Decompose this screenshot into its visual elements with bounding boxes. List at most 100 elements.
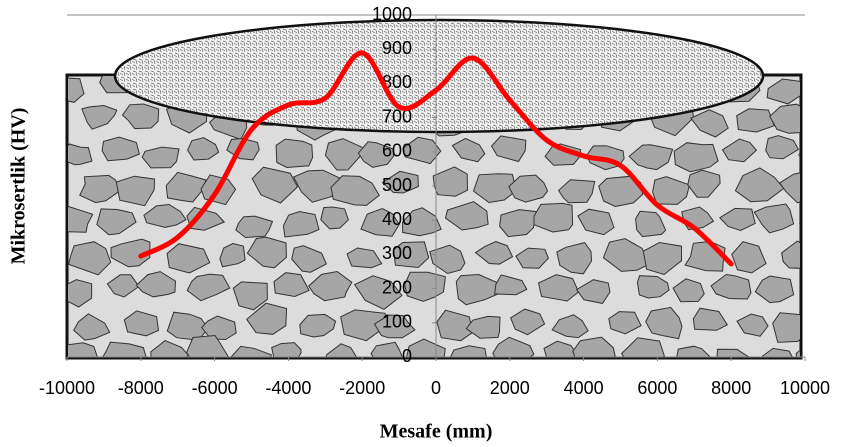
grain bbox=[636, 275, 670, 299]
grain bbox=[370, 341, 403, 357]
x-tick-label: 4000 bbox=[564, 378, 604, 398]
grain bbox=[490, 135, 527, 163]
grain bbox=[807, 72, 842, 100]
grain bbox=[219, 242, 246, 268]
x-tick-label: 8000 bbox=[711, 378, 751, 398]
grain bbox=[392, 241, 430, 269]
grain bbox=[373, 314, 416, 339]
grain bbox=[645, 306, 683, 340]
grain bbox=[515, 247, 549, 269]
x-tick-label: -4000 bbox=[265, 378, 311, 398]
grain bbox=[736, 313, 769, 337]
grain bbox=[822, 312, 842, 337]
grain bbox=[330, 175, 380, 206]
grain bbox=[230, 345, 272, 357]
grain bbox=[429, 244, 466, 275]
grain bbox=[772, 312, 800, 343]
grain bbox=[360, 207, 400, 237]
y-axis-label: Mikrosertlik (HV) bbox=[8, 108, 30, 265]
grain bbox=[556, 242, 593, 275]
y-tick-label: 1000 bbox=[372, 4, 412, 24]
grain bbox=[246, 236, 287, 269]
grain bbox=[731, 241, 767, 274]
grain bbox=[308, 270, 353, 302]
microstructure-image bbox=[65, 18, 842, 360]
grain bbox=[292, 169, 340, 203]
grain bbox=[494, 274, 528, 296]
grain bbox=[602, 238, 651, 272]
grain bbox=[572, 336, 616, 357]
grain bbox=[402, 136, 442, 165]
grain bbox=[754, 275, 795, 304]
grain bbox=[620, 337, 665, 357]
grain bbox=[736, 108, 775, 133]
y-tick-label: 800 bbox=[382, 72, 412, 92]
grain bbox=[432, 166, 469, 197]
grain bbox=[455, 273, 504, 306]
grain bbox=[96, 208, 137, 236]
y-tick-label: 500 bbox=[382, 175, 412, 195]
grain bbox=[798, 153, 800, 158]
x-tick-label: 10000 bbox=[780, 378, 830, 398]
grain bbox=[101, 136, 140, 162]
grain bbox=[246, 302, 288, 335]
grain bbox=[721, 138, 758, 163]
grain bbox=[734, 167, 785, 203]
grain bbox=[186, 273, 231, 302]
grain bbox=[79, 174, 122, 204]
grain bbox=[68, 342, 98, 357]
grain bbox=[781, 240, 800, 269]
y-tick-label: 0 bbox=[402, 346, 412, 366]
grain bbox=[404, 271, 446, 302]
y-tick-label: 900 bbox=[382, 38, 412, 58]
grain bbox=[436, 309, 474, 342]
grain bbox=[472, 173, 517, 204]
grain bbox=[299, 313, 337, 338]
grain bbox=[325, 343, 358, 357]
grain bbox=[291, 245, 327, 273]
grain bbox=[68, 205, 94, 233]
grain bbox=[165, 171, 207, 203]
grain bbox=[251, 166, 299, 204]
grain bbox=[68, 279, 93, 308]
y-tick-label: 200 bbox=[382, 277, 412, 297]
grain bbox=[273, 272, 310, 298]
grain bbox=[828, 180, 842, 204]
grain bbox=[826, 236, 842, 263]
grain bbox=[537, 274, 580, 302]
grain bbox=[474, 241, 514, 265]
grain bbox=[201, 315, 237, 341]
x-tick-label: 2000 bbox=[490, 378, 530, 398]
grain bbox=[716, 348, 750, 357]
grain bbox=[135, 271, 177, 298]
grain bbox=[551, 314, 589, 339]
grain bbox=[676, 345, 711, 357]
weld-zone bbox=[113, 18, 765, 134]
grain bbox=[68, 143, 93, 166]
grain bbox=[809, 275, 842, 296]
grain bbox=[186, 206, 226, 231]
grain bbox=[575, 279, 611, 304]
x-tick-label: -2000 bbox=[339, 378, 385, 398]
grain bbox=[778, 172, 800, 204]
grain bbox=[652, 176, 691, 205]
y-tick-label: 400 bbox=[382, 209, 412, 229]
x-tick-label: -6000 bbox=[192, 378, 238, 398]
grain bbox=[769, 103, 800, 134]
grain bbox=[186, 334, 230, 357]
grain bbox=[150, 340, 190, 357]
grain bbox=[401, 207, 442, 237]
grain bbox=[608, 311, 642, 335]
grain bbox=[690, 109, 729, 138]
y-tick-label: 100 bbox=[382, 312, 412, 332]
grain bbox=[141, 146, 180, 169]
x-tick-label: -10000 bbox=[39, 378, 95, 398]
grain bbox=[765, 135, 800, 160]
grain bbox=[692, 307, 729, 331]
grain bbox=[799, 222, 800, 226]
grain bbox=[492, 336, 535, 357]
grain bbox=[642, 241, 682, 276]
grain bbox=[381, 170, 419, 194]
grain bbox=[687, 169, 721, 198]
